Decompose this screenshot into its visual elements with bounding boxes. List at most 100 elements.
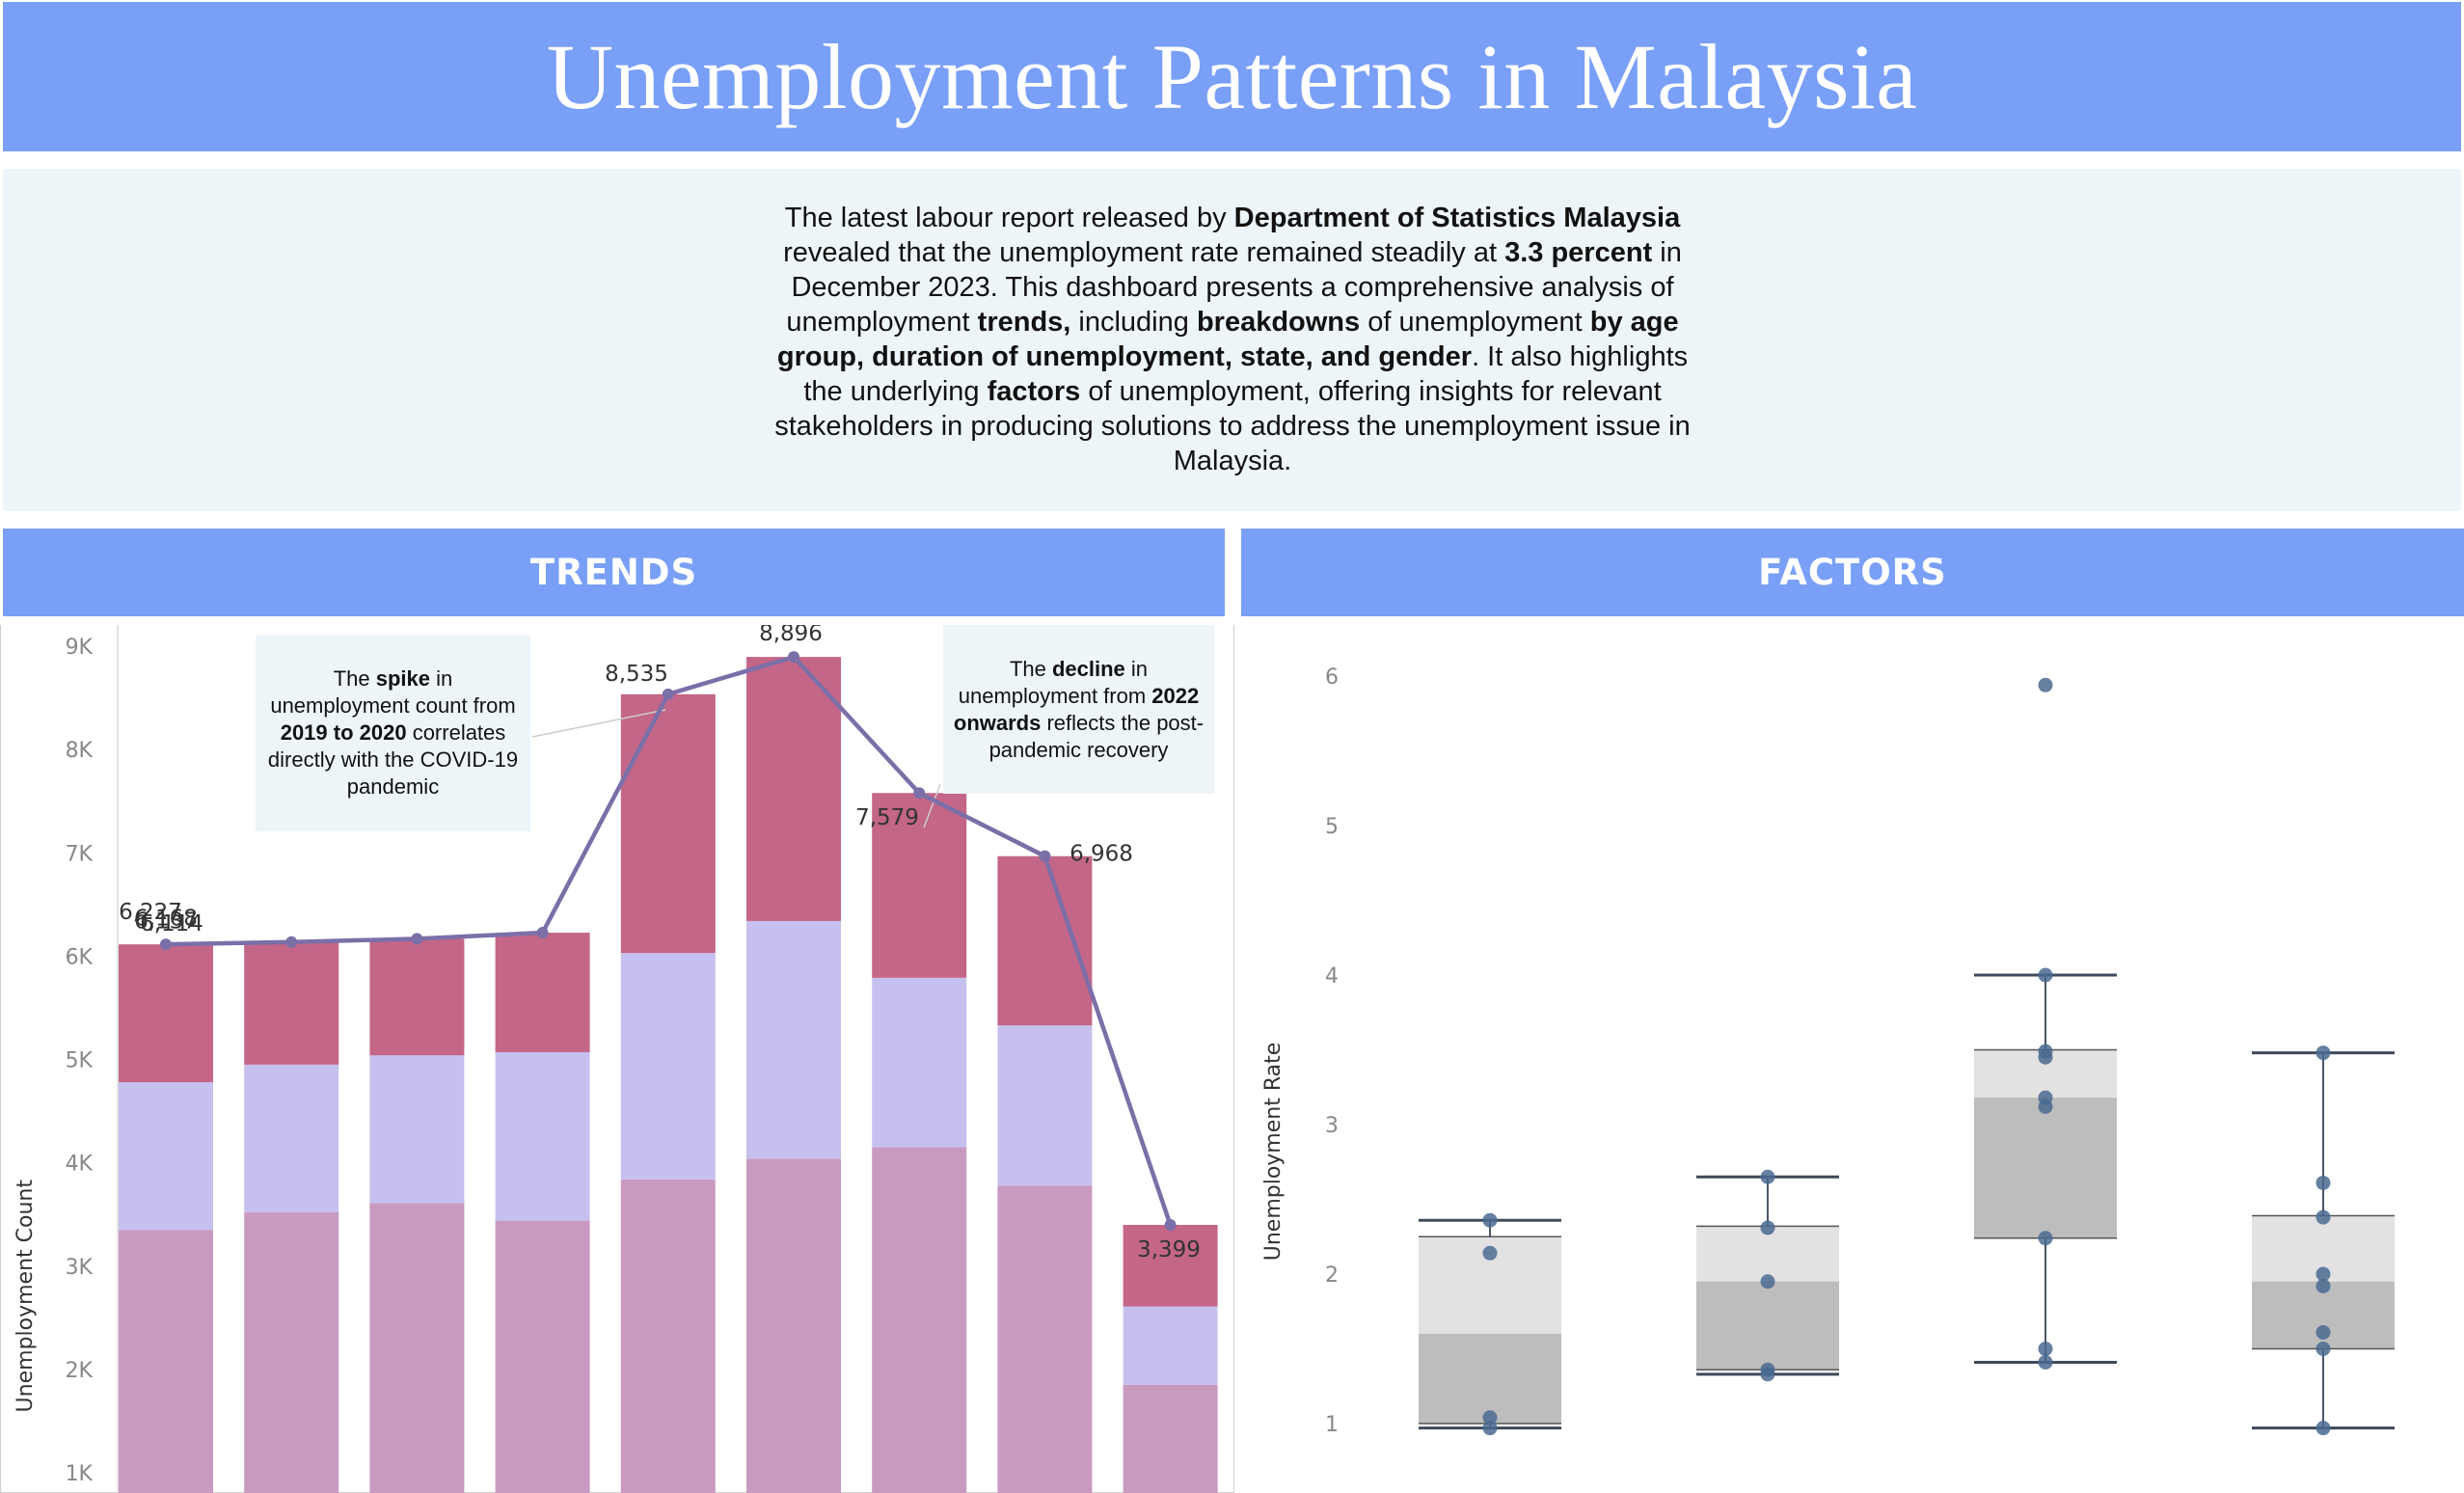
y-tick-label: 4K	[66, 1153, 94, 1177]
bar-segment-top	[1123, 1225, 1218, 1307]
line-point	[913, 787, 926, 800]
y-tick-label: 5	[1325, 815, 1339, 839]
line-point	[1164, 1219, 1177, 1232]
data-point	[2315, 1421, 2331, 1436]
bar-segment-middle	[244, 1064, 339, 1213]
y-tick-label: 1K	[66, 1462, 94, 1486]
bar-segment-middle	[997, 1025, 1093, 1186]
decline-annotation: The decline in unemployment from 2022 on…	[943, 625, 1214, 794]
line-point	[536, 927, 549, 939]
y-tick-label: 7K	[66, 842, 94, 866]
intro-text: The latest labour report released by Dep…	[774, 203, 1691, 476]
data-point	[2038, 967, 2053, 983]
bar-segment-middle	[872, 977, 967, 1148]
data-point	[1482, 1245, 1498, 1261]
box-lower-half	[1696, 1281, 1839, 1371]
bar-segment-top	[746, 657, 841, 921]
bar-segment-bottom	[872, 1147, 967, 1493]
intro-panel: The latest labour report released by Dep…	[3, 169, 2461, 511]
factors-chart: 1 2 3 4 5 6 Unemployment Rate	[1261, 665, 2395, 1437]
data-label: 6,168	[134, 906, 198, 931]
data-point	[1482, 1421, 1498, 1436]
bar-segment-middle	[119, 1082, 213, 1231]
bar-segment-top	[369, 938, 465, 1056]
box-upper-half	[1696, 1226, 1839, 1282]
data-point	[2315, 1175, 2331, 1190]
bar-segment-middle	[746, 920, 841, 1159]
data-point	[2038, 1231, 2053, 1246]
data-point	[1760, 1220, 1775, 1235]
data-label: 3,399	[1137, 1237, 1201, 1262]
data-label: 6,114	[140, 911, 203, 937]
line-point	[662, 688, 674, 700]
bar-segment-bottom	[997, 1185, 1093, 1493]
data-point	[1482, 1410, 1498, 1425]
data-point	[1760, 1362, 1775, 1377]
y-tick-label: 2K	[66, 1359, 94, 1383]
data-label: 6,137	[134, 909, 198, 935]
data-label: 8,535	[605, 662, 668, 687]
y-tick-label: 3K	[66, 1256, 94, 1280]
data-point	[2315, 1278, 2331, 1293]
bar-segment-bottom	[1123, 1384, 1218, 1493]
factors-section-header: FACTORS	[1241, 529, 2464, 616]
data-point	[2315, 1342, 2331, 1356]
bar-segment-middle	[1123, 1306, 1218, 1385]
data-point	[2038, 1044, 2053, 1059]
data-label: 6,227	[119, 900, 182, 925]
data-point	[2038, 1342, 2053, 1356]
decline-leader-line	[923, 783, 941, 828]
data-point	[2038, 1354, 2053, 1370]
y-axis-title: Unemployment Count	[14, 1180, 38, 1413]
bar-segment-bottom	[746, 1158, 841, 1493]
bar-segment-bottom	[495, 1220, 590, 1493]
bar-segment-top	[620, 693, 716, 954]
dashboard-title: Unemployment Patterns in Malaysia	[546, 25, 1918, 128]
y-tick-label: 3	[1325, 1114, 1339, 1138]
bar-segment-top	[495, 933, 590, 1053]
spike-annotation: The spike in unemployment count from 201…	[256, 635, 530, 831]
y-tick-label: 8K	[66, 739, 94, 763]
data-label: 7,579	[855, 805, 919, 830]
y-axis-title: Unemployment Rate	[1261, 1043, 1286, 1262]
bar-segment-top	[997, 855, 1093, 1026]
y-tick-label: 6	[1325, 665, 1339, 690]
bar-segment-bottom	[119, 1230, 213, 1493]
bar-segment-bottom	[244, 1212, 339, 1493]
y-tick-label: 9K	[66, 636, 94, 660]
y-tick-label: 5K	[66, 1049, 94, 1073]
bar-segment-bottom	[369, 1203, 465, 1493]
bar-segment-middle	[495, 1052, 590, 1221]
bar-segment-middle	[369, 1055, 465, 1204]
line-point	[285, 936, 298, 948]
box-lower-half	[1419, 1334, 1561, 1424]
data-point	[2038, 1090, 2053, 1105]
y-tick-label: 6K	[66, 945, 94, 969]
box-lower-half	[1974, 1098, 2117, 1238]
data-point	[2315, 1266, 2331, 1282]
dashboard-title-bar: Unemployment Patterns in Malaysia	[3, 2, 2461, 151]
trends-chart: 1K 2K 3K 4K 5K 6K 7K 8K 9K Unemployment Count 6,11…	[14, 625, 1218, 1493]
bar-segment-top	[244, 941, 339, 1065]
data-point	[1760, 1274, 1775, 1289]
data-point	[2315, 1209, 2331, 1225]
y-tick-label: 1	[1325, 1413, 1339, 1437]
trends-section-header: TRENDS	[3, 529, 1225, 616]
data-point	[1482, 1212, 1498, 1228]
y-tick-label: 4	[1325, 964, 1339, 989]
line-point	[160, 938, 172, 951]
data-point	[1760, 1169, 1775, 1184]
bar-segment-top	[119, 944, 213, 1083]
bar-segment-middle	[620, 953, 716, 1180]
data-label: 8,896	[759, 625, 823, 646]
data-label: 6,968	[1070, 842, 1133, 867]
line-point	[788, 651, 799, 664]
bar-segment-bottom	[620, 1179, 716, 1493]
data-point	[2315, 1045, 2331, 1061]
bar-segment-top	[872, 793, 967, 978]
spike-leader-line	[531, 709, 666, 738]
y-tick-label: 2	[1325, 1263, 1339, 1288]
line-point	[411, 933, 423, 945]
data-point	[2315, 1324, 2331, 1340]
data-point	[2038, 677, 2053, 692]
